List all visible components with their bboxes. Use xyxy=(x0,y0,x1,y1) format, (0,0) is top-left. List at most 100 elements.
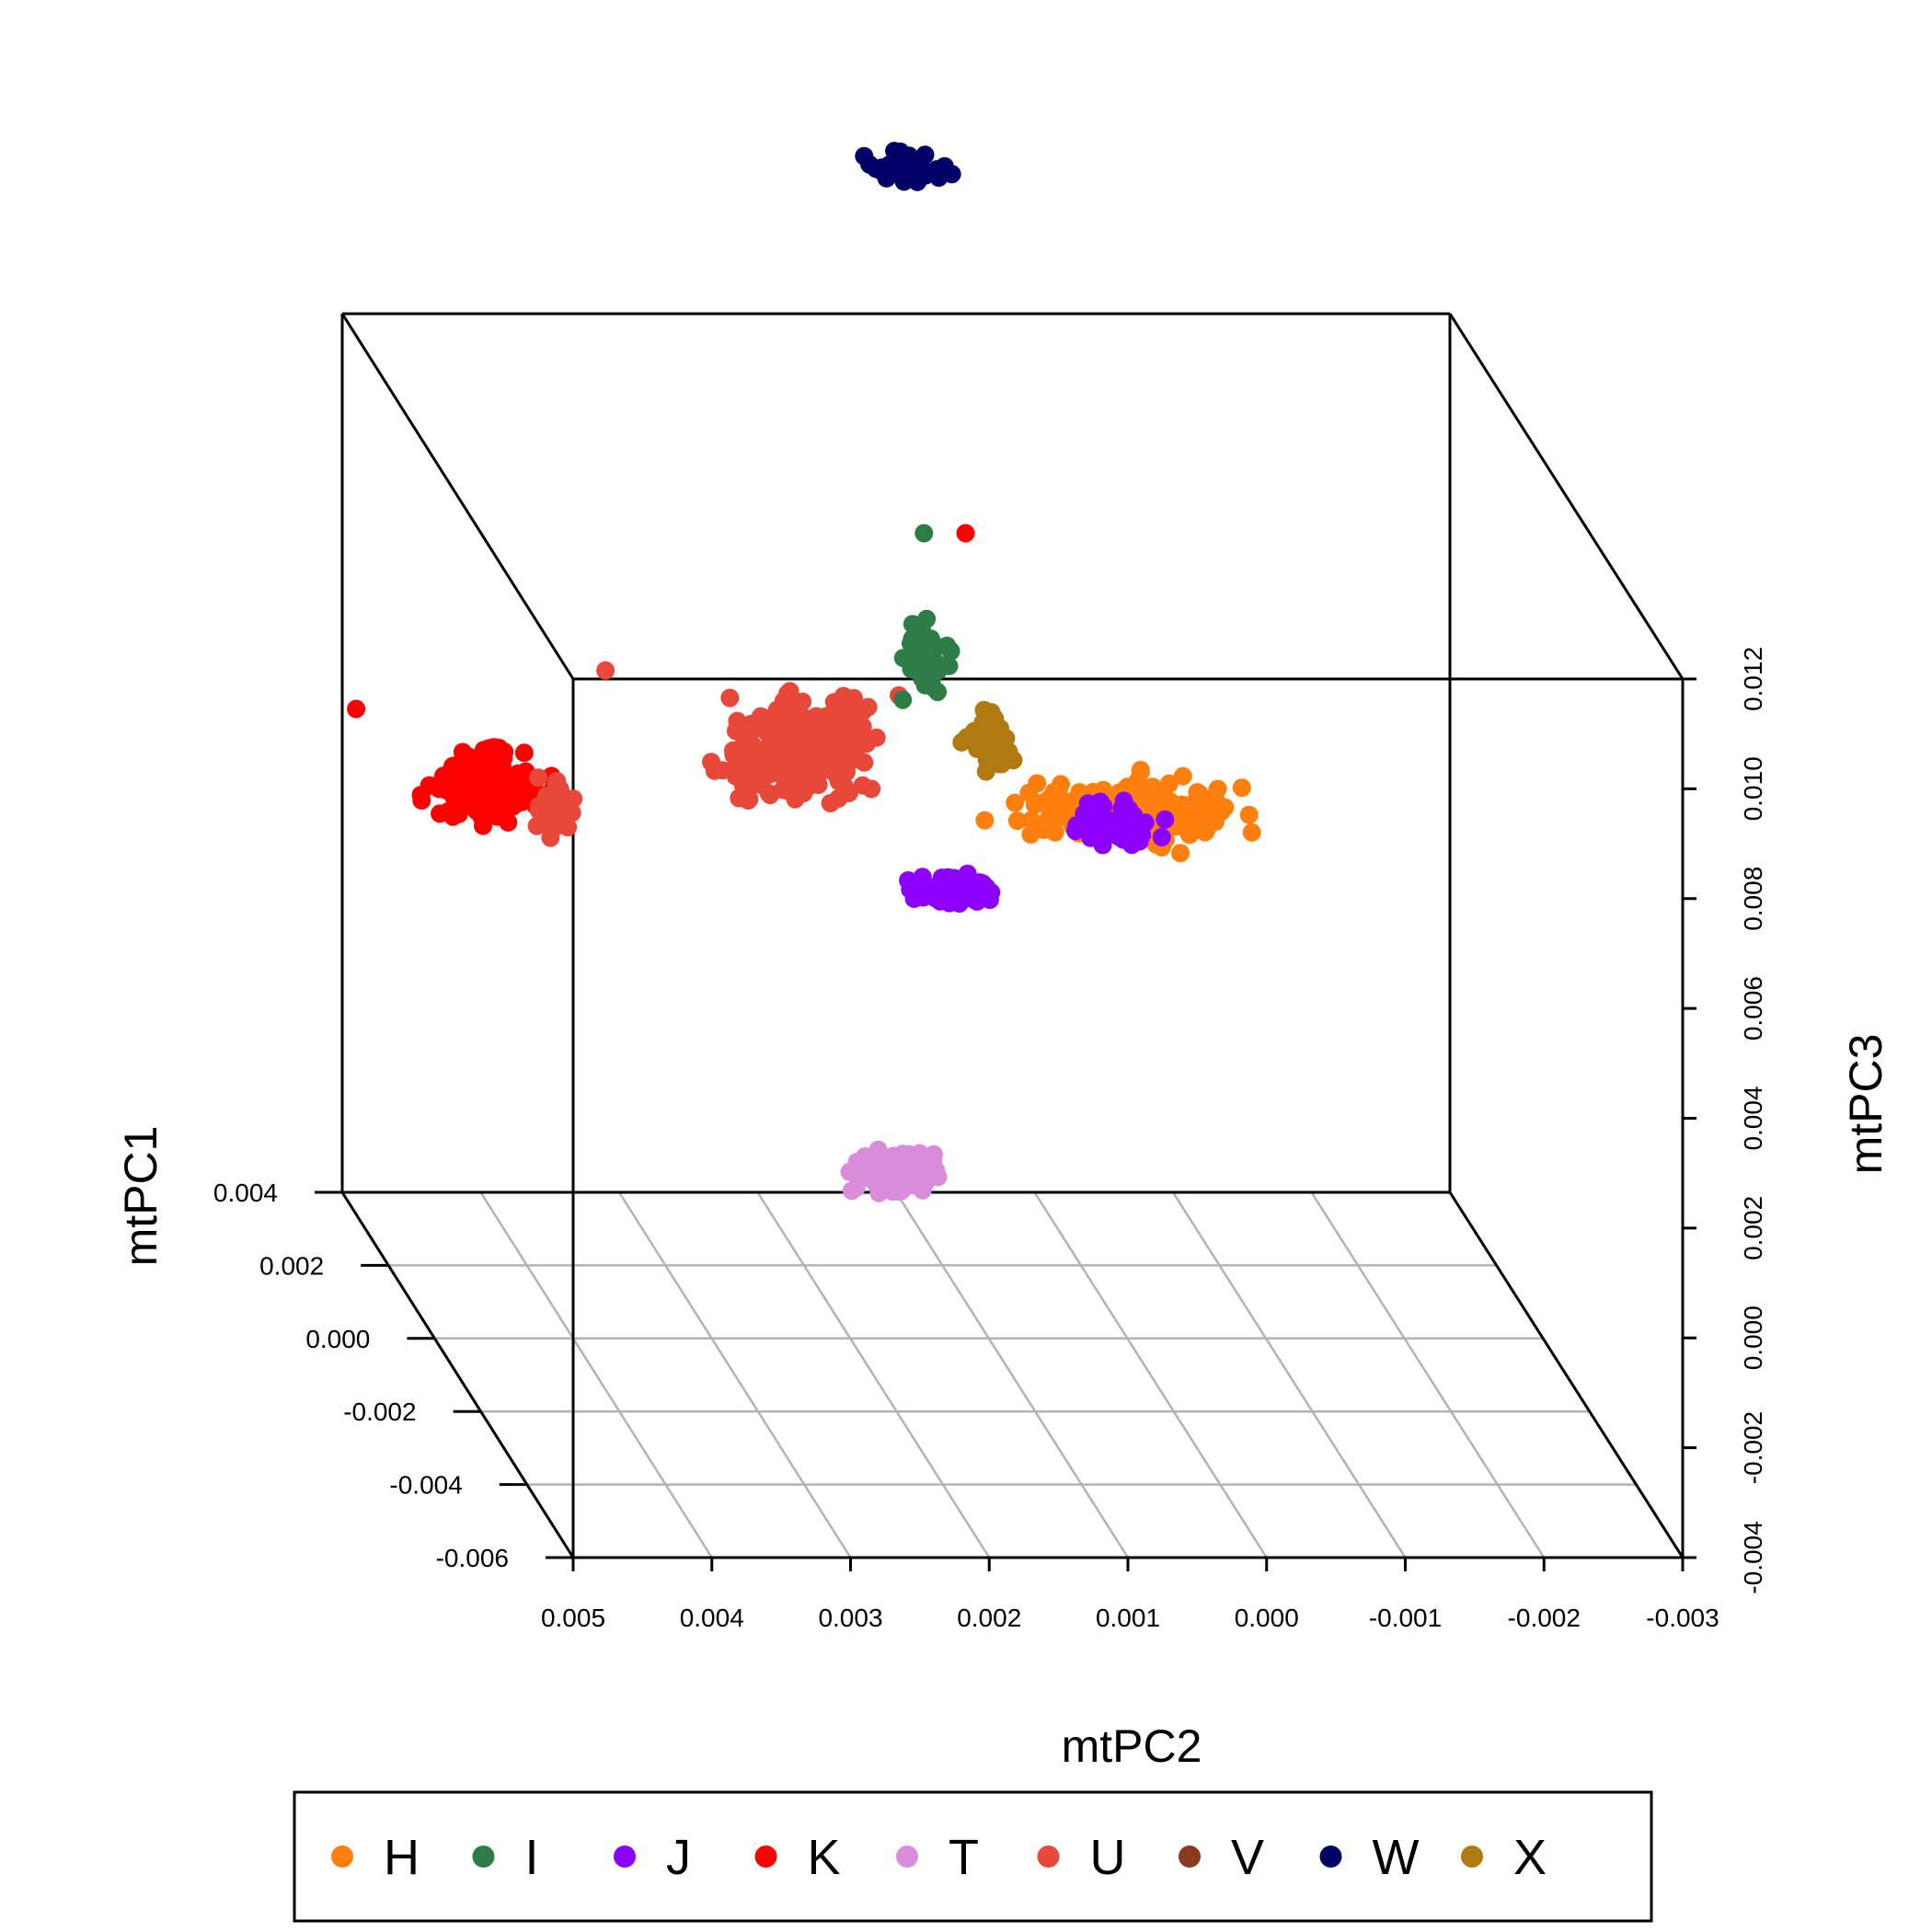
data-point-T xyxy=(868,1163,886,1182)
legend-box xyxy=(293,1790,1653,1923)
data-point-J xyxy=(1088,829,1108,848)
axis-ticks xyxy=(315,677,1696,1571)
data-point-X xyxy=(952,732,972,752)
data-point-W xyxy=(855,146,874,166)
data-point-U xyxy=(757,739,776,758)
tick-label: 0.004 xyxy=(680,1604,744,1632)
data-point-U xyxy=(726,766,745,786)
data-point-K xyxy=(512,765,532,785)
legend-marker-X xyxy=(1461,1846,1483,1868)
data-point-I xyxy=(915,651,935,671)
data-point-W xyxy=(892,162,912,181)
data-point-T xyxy=(856,1147,875,1166)
legend-label-W: W xyxy=(1373,1830,1420,1885)
legend-marker-J xyxy=(614,1846,636,1868)
data-point-K xyxy=(412,791,431,810)
legend-item-V: V xyxy=(1179,1830,1264,1885)
data-point-K xyxy=(447,782,466,801)
tick-label: 0.003 xyxy=(818,1604,882,1632)
legend-label-J: J xyxy=(666,1830,691,1885)
legend-label-U: U xyxy=(1090,1830,1126,1885)
data-point-H xyxy=(1028,774,1047,793)
tick-label: 0.004 xyxy=(1739,1086,1767,1150)
tick-label: 0.000 xyxy=(305,1325,370,1353)
tick-label: 0.010 xyxy=(1739,756,1767,821)
legend-item-X: X xyxy=(1461,1830,1547,1885)
data-point-H xyxy=(1006,793,1025,812)
data-point-J xyxy=(1152,828,1171,846)
floor-grid xyxy=(340,1190,1685,1559)
legend-label-T: T xyxy=(949,1830,979,1885)
legend-marker-U xyxy=(1037,1846,1060,1868)
data-point-X xyxy=(992,754,1011,774)
data-point-U xyxy=(551,781,569,800)
data-point-U xyxy=(862,779,881,799)
tick-label: 0.002 xyxy=(957,1604,1021,1632)
data-point-I xyxy=(914,523,934,543)
data-point-T xyxy=(891,1158,910,1178)
data-point-K xyxy=(495,742,514,762)
tick-label: 0.000 xyxy=(1739,1305,1767,1370)
data-point-U xyxy=(752,772,771,791)
legend-item-K: K xyxy=(754,1830,841,1885)
data-point-K xyxy=(449,755,467,775)
box-edge xyxy=(340,313,575,680)
tick-label: 0.004 xyxy=(213,1179,278,1207)
data-point-J xyxy=(1129,825,1148,845)
data-point-U xyxy=(596,661,615,680)
data-point-K xyxy=(431,804,450,823)
data-point-U xyxy=(726,721,745,741)
data-point-H xyxy=(1159,774,1179,793)
data-point-U xyxy=(822,747,842,766)
data-point-K xyxy=(483,806,502,825)
legend-label-V: V xyxy=(1231,1830,1264,1885)
data-point-X xyxy=(982,704,1000,723)
legend-item-U: U xyxy=(1037,1830,1126,1885)
data-point-U xyxy=(834,719,854,739)
data-point-H xyxy=(1171,844,1190,863)
legend-item-W: W xyxy=(1319,1830,1420,1885)
legend-label-K: K xyxy=(808,1830,841,1885)
data-point-U xyxy=(805,753,824,773)
data-point-I xyxy=(909,617,928,637)
data-point-U xyxy=(824,693,844,712)
data-point-J xyxy=(918,882,937,902)
tick-label: 0.001 xyxy=(1096,1604,1160,1632)
data-point-K xyxy=(956,523,975,543)
data-point-J xyxy=(1122,810,1142,829)
tick-label: 0.000 xyxy=(1235,1604,1299,1632)
data-point-H xyxy=(1206,793,1225,812)
tick-label: -0.004 xyxy=(389,1471,462,1500)
tick-label: -0.002 xyxy=(343,1397,416,1426)
grid-line-x xyxy=(756,1191,991,1558)
z-axis-label: mtPC3 xyxy=(1840,1034,1892,1175)
data-point-H xyxy=(1031,793,1051,812)
data-point-U xyxy=(546,801,566,821)
data-point-T xyxy=(928,1167,948,1187)
data-point-U xyxy=(742,714,761,733)
data-point-H xyxy=(1173,766,1192,786)
legend-item-I: I xyxy=(472,1830,539,1885)
legend-item-H: H xyxy=(331,1830,420,1885)
data-point-J xyxy=(976,884,995,903)
data-point-H xyxy=(1053,792,1073,811)
data-point-U xyxy=(858,697,878,717)
data-point-I xyxy=(924,678,943,697)
grid-line-x xyxy=(1171,1191,1407,1558)
tick-label: 0.008 xyxy=(1739,867,1767,931)
data-point-U xyxy=(556,814,575,834)
tick-label: -0.002 xyxy=(1739,1411,1767,1484)
data-point-H xyxy=(1034,818,1053,837)
data-point-T xyxy=(903,1176,922,1195)
legend-item-T: T xyxy=(896,1830,979,1885)
data-point-U xyxy=(529,768,548,788)
data-point-U xyxy=(781,770,800,789)
grid-line-x xyxy=(894,1191,1130,1558)
legend-item-J: J xyxy=(614,1830,691,1885)
box-frame xyxy=(340,312,1685,1559)
data-point-J xyxy=(1156,810,1175,829)
legend-label-I: I xyxy=(525,1830,539,1885)
data-point-U xyxy=(794,784,813,802)
data-point-U xyxy=(768,754,788,774)
